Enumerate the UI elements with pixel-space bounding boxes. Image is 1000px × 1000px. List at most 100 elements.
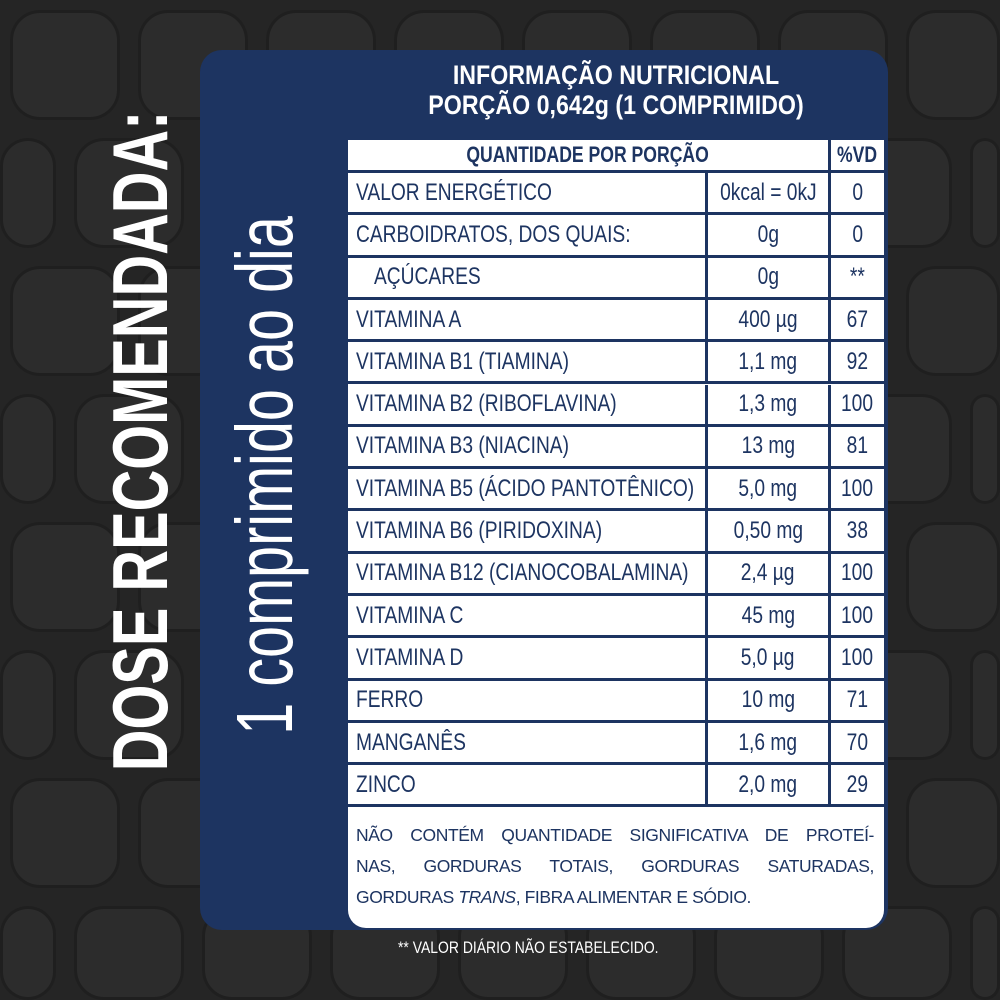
nutrient-vd: 29 xyxy=(846,770,869,798)
table-row: VITAMINA D 5,0 µg 100 xyxy=(348,638,884,681)
table-header: QUANTIDADE POR PORÇÃO %VD xyxy=(348,140,884,173)
amount-cell: 0,50 mg xyxy=(705,511,828,551)
nutrient-amount: 5,0 µg xyxy=(741,643,795,671)
background-tile xyxy=(74,650,184,760)
name-cell: VITAMINA B5 (ÁCIDO PANTOTÊNICO) xyxy=(348,469,705,508)
table-row: VITAMINA B6 (PIRIDOXINA) 0,50 mg 38 xyxy=(348,511,884,554)
amount-cell: 13 mg xyxy=(705,426,828,467)
table-row: MANGANÊS 1,6 mg 70 xyxy=(348,722,884,766)
vd-cell: 70 xyxy=(828,722,884,763)
amount-cell: 1,3 mg xyxy=(705,384,828,424)
nutrient-name: VITAMINA A xyxy=(356,305,462,333)
nutrient-amount: 0kcal = 0kJ xyxy=(719,178,817,206)
background-tile xyxy=(74,138,184,248)
vd-cell: 92 xyxy=(828,342,884,382)
background-tile xyxy=(970,906,1000,1000)
background-tile xyxy=(74,394,184,504)
nutrient-name: VITAMINA B5 (ÁCIDO PANTOTÊNICO) xyxy=(356,474,695,502)
nutrient-amount: 2,0 mg xyxy=(738,770,798,798)
table-row: VITAMINA C 45 mg 100 xyxy=(348,596,884,639)
name-cell: CARBOIDRATOS, DOS QUAIS: xyxy=(348,215,705,254)
nutrient-amount: 0,50 mg xyxy=(733,517,803,545)
table-row: AÇÚCARES 0g ** xyxy=(348,257,884,300)
background-tile xyxy=(0,906,56,1000)
background-tile xyxy=(906,522,1000,632)
note-line-3: GORDURAS TRANS, FIBRA ALIMENTAR E SÓDIO. xyxy=(356,882,874,913)
note-line-2: NAS, GORDURAS TOTAIS, GORDURAS SATURADAS… xyxy=(356,856,874,876)
nutrition-table: QUANTIDADE POR PORÇÃO %VD NÃO CONTÉM QUA… xyxy=(348,140,884,928)
nutrient-amount: 1,6 mg xyxy=(738,728,798,756)
nutrient-name: AÇÚCARES xyxy=(374,263,481,291)
name-cell: ZINCO xyxy=(348,765,705,804)
note-text: GORDURAS xyxy=(356,887,459,907)
background-tile xyxy=(970,650,1000,760)
nutrient-amount: 2,4 µg xyxy=(741,559,795,587)
amount-cell: 2,0 mg xyxy=(705,765,828,805)
amount-cell: 0g xyxy=(705,215,828,255)
nutrient-name: MANGANÊS xyxy=(356,728,466,756)
background-tile xyxy=(74,906,184,1000)
header-quantity: QUANTIDADE POR PORÇÃO xyxy=(466,142,710,167)
nutrient-name: VALOR ENERGÉTICO xyxy=(356,178,552,206)
table-row: VITAMINA B3 (NIACINA) 13 mg 81 xyxy=(348,426,884,470)
background-tile xyxy=(906,266,1000,376)
name-cell: VITAMINA A xyxy=(348,300,705,339)
nutrient-name: VITAMINA B3 (NIACINA) xyxy=(356,432,570,460)
table-row: VITAMINA B12 (CIANOCOBALAMINA) 2,4 µg 10… xyxy=(348,553,884,596)
name-cell: FERRO xyxy=(348,681,705,720)
background-tile xyxy=(10,266,120,376)
name-cell: VITAMINA B3 (NIACINA) xyxy=(348,427,705,466)
nutrient-amount: 5,0 mg xyxy=(738,474,798,502)
name-cell: VALOR ENERGÉTICO xyxy=(348,173,705,212)
vd-cell: 81 xyxy=(828,426,884,467)
name-cell: VITAMINA C xyxy=(348,596,705,635)
name-cell: VITAMINA B6 (PIRIDOXINA) xyxy=(348,511,705,550)
nutrient-amount: 1,1 mg xyxy=(738,347,798,375)
name-cell: AÇÚCARES xyxy=(348,258,705,297)
nutrient-name: VITAMINA B1 (TIAMINA) xyxy=(356,347,569,375)
nutrient-name: VITAMINA D xyxy=(356,643,464,671)
header-quantity-cell: QUANTIDADE POR PORÇÃO xyxy=(348,140,828,170)
name-cell: VITAMINA B1 (TIAMINA) xyxy=(348,342,705,381)
vd-cell: 0 xyxy=(828,215,884,255)
amount-cell: 1,1 mg xyxy=(705,342,828,382)
amount-cell: 0g xyxy=(705,257,828,297)
note-italic: TRANS xyxy=(458,887,516,907)
nutrient-vd: 0 xyxy=(852,220,863,248)
nutrient-vd: 67 xyxy=(846,305,869,333)
nutrient-vd: 0 xyxy=(852,178,863,206)
vd-cell: 100 xyxy=(828,384,884,424)
vd-cell: 100 xyxy=(828,596,884,636)
amount-cell: 2,4 µg xyxy=(705,553,828,593)
dose-value: 1 comprimido ao dia xyxy=(220,216,309,735)
table-row: CARBOIDRATOS, DOS QUAIS: 0g 0 xyxy=(348,215,884,258)
nutrient-name: VITAMINA B2 (RIBOFLAVINA) xyxy=(356,390,617,418)
table-title: INFORMAÇÃO NUTRICIONAL PORÇÃO 0,642g (1 … xyxy=(348,60,884,120)
nutrient-vd: 100 xyxy=(841,601,874,629)
vd-cell: 67 xyxy=(828,299,884,340)
amount-cell: 400 µg xyxy=(705,299,828,340)
background-tile xyxy=(10,522,120,632)
vd-cell: 29 xyxy=(828,765,884,805)
background-tile xyxy=(0,650,56,760)
background-tile xyxy=(10,10,120,120)
background-tile xyxy=(10,778,120,888)
nutrient-vd: 100 xyxy=(841,643,874,671)
vd-cell: 71 xyxy=(828,680,884,720)
amount-cell: 45 mg xyxy=(705,596,828,636)
table-row: FERRO 10 mg 71 xyxy=(348,680,884,723)
vd-cell: 100 xyxy=(828,469,884,509)
name-cell: MANGANÊS xyxy=(348,723,705,762)
nutrient-vd: 38 xyxy=(846,517,869,545)
note-line-1: NÃO CONTÉM QUANTIDADE SIGNIFICATIVA DE P… xyxy=(356,825,874,845)
nutrient-vd: 71 xyxy=(846,686,869,714)
amount-cell: 10 mg xyxy=(705,680,828,720)
background-tile xyxy=(906,778,1000,888)
nutrient-amount: 10 mg xyxy=(741,686,795,714)
background-tile xyxy=(970,394,1000,504)
nutrient-amount: 0g xyxy=(757,220,779,248)
vd-cell: 38 xyxy=(828,511,884,551)
background-tile xyxy=(970,138,1000,248)
table-note: NÃO CONTÉM QUANTIDADE SIGNIFICATIVA DE P… xyxy=(356,820,874,913)
nutrient-name: ZINCO xyxy=(356,770,416,798)
